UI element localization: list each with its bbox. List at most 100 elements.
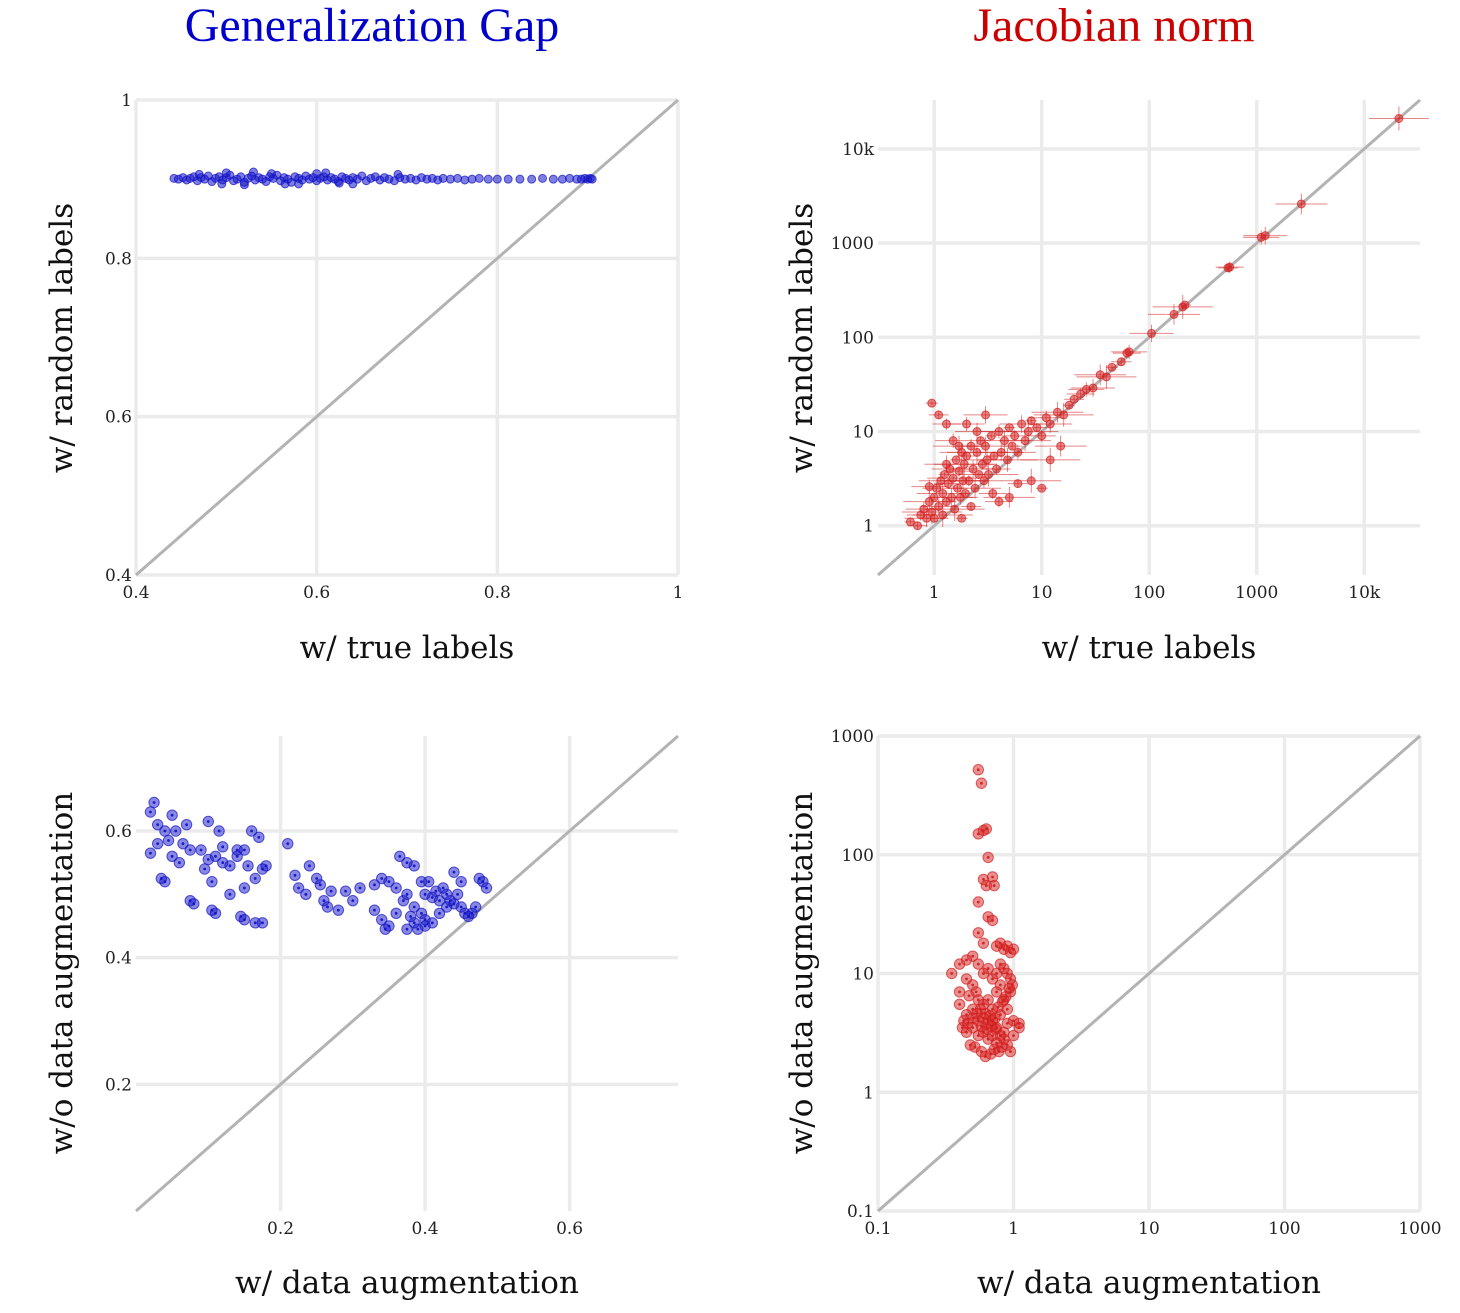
- point-center: [438, 899, 441, 903]
- scatter-point: [981, 410, 991, 420]
- x-tick-label: 10: [1031, 583, 1053, 603]
- point-center: [470, 911, 474, 915]
- scatter-point: [194, 169, 204, 179]
- point-center: [167, 839, 170, 842]
- x-tick-label: 100: [1268, 1219, 1300, 1239]
- point-center: [973, 1045, 977, 1049]
- point-center: [387, 880, 391, 884]
- scatter-point: [1032, 423, 1042, 433]
- point-center: [456, 892, 459, 896]
- x-axis-label: w/ true labels: [1042, 630, 1257, 666]
- scatter-point: [950, 504, 960, 514]
- scatter-point: [348, 179, 358, 189]
- point-center: [965, 958, 968, 962]
- point-center: [1005, 1007, 1009, 1011]
- scatter-point: [248, 167, 258, 177]
- point-center: [438, 911, 441, 915]
- point-center: [286, 842, 290, 846]
- scatter-point: [515, 174, 525, 184]
- point-center: [994, 1027, 998, 1031]
- y-tick-label: 0.2: [105, 1075, 132, 1095]
- scatter-point: [1056, 441, 1066, 451]
- point-center: [950, 972, 954, 975]
- point-center: [405, 892, 409, 896]
- y-tick-label: 10: [852, 423, 874, 443]
- jacobian-norm-title: Jacobian norm: [973, 0, 1255, 52]
- scatter-point: [948, 436, 958, 446]
- scatter-point: [954, 466, 964, 476]
- point-center: [163, 829, 167, 833]
- point-center: [976, 768, 980, 772]
- point-center: [459, 880, 463, 884]
- scatter-point: [312, 169, 322, 179]
- point-center: [398, 854, 402, 858]
- scatter-point: [221, 168, 231, 178]
- x-tick-label: 0.4: [412, 1219, 439, 1239]
- point-center: [452, 870, 456, 874]
- y-tick-label: 10k: [842, 140, 875, 160]
- point-center: [995, 972, 998, 975]
- point-center: [203, 867, 207, 871]
- scatter-point: [334, 178, 344, 188]
- scatter-point: [483, 174, 493, 184]
- scatter-point: [1088, 383, 1098, 393]
- y-axis-label: w/o data augmentation: [44, 792, 80, 1155]
- point-center: [228, 892, 232, 896]
- point-center: [221, 845, 225, 849]
- y-tick-label: 1: [121, 91, 132, 111]
- point-center: [998, 941, 1002, 945]
- scatter-point: [1296, 199, 1306, 209]
- point-center: [991, 918, 994, 922]
- scatter-point: [984, 469, 994, 479]
- point-center: [149, 851, 152, 855]
- scatter-point: [988, 488, 998, 498]
- scatter-point: [1101, 372, 1111, 382]
- point-center: [199, 848, 203, 852]
- scatter-point: [1023, 427, 1033, 437]
- point-center: [976, 998, 980, 1002]
- point-center: [181, 842, 185, 846]
- identity-diagonal: [135, 734, 679, 1213]
- point-center: [986, 967, 990, 970]
- point-center: [243, 918, 246, 922]
- point-center: [264, 864, 268, 868]
- x-tick-label: 0.4: [122, 583, 149, 603]
- x-axis-label: w/ data augmentation: [977, 1265, 1321, 1301]
- scatter-point: [924, 482, 934, 492]
- point-center: [257, 835, 261, 839]
- point-center: [991, 1034, 994, 1037]
- scatter-point: [1069, 394, 1079, 404]
- point-center: [958, 962, 961, 966]
- scatter-point: [1260, 231, 1270, 241]
- point-center: [416, 927, 420, 931]
- point-center: [326, 905, 329, 909]
- point-center: [380, 877, 384, 880]
- point-center: [1012, 947, 1015, 951]
- point-center: [387, 924, 391, 928]
- y-tick-label: 1000: [831, 234, 874, 254]
- scatter-point: [941, 459, 951, 469]
- point-center: [481, 880, 485, 884]
- x-tick-label: 100: [1133, 583, 1165, 603]
- point-center: [996, 1005, 1000, 1009]
- point-center: [329, 889, 333, 893]
- scatter-point: [1045, 455, 1055, 465]
- point-center: [974, 990, 978, 994]
- point-center: [1005, 944, 1009, 948]
- y-tick-label: 1: [863, 517, 874, 537]
- point-center: [984, 884, 988, 887]
- point-center: [394, 886, 398, 890]
- point-center: [206, 858, 210, 861]
- point-center: [971, 954, 975, 958]
- point-center: [1009, 1050, 1012, 1053]
- panel-jacobian-augmentation: 0.1 1 10 100 1000 0.1 1 10 100 1000 w/ data augmen…: [784, 727, 1442, 1301]
- point-center: [485, 886, 488, 890]
- scatter-point: [970, 483, 980, 493]
- scatter-point: [1037, 483, 1047, 493]
- scatter-point: [994, 497, 1004, 507]
- x-tick-label: 1000: [1398, 1219, 1441, 1239]
- panel-gap-augmentation: 0.2 0.4 0.6 0.2 0.4 0.6 w/ data augmentation w/…: [44, 734, 679, 1301]
- scatter-point: [280, 179, 290, 189]
- point-center: [967, 994, 971, 998]
